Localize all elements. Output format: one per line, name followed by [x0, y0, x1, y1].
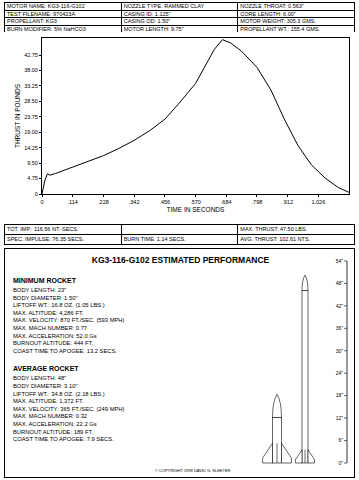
html-text:LIFTOFF WT.: 34.8 OZ. (2.18 LB: LIFTOFF WT.: 34.8 OZ. (2.18 LBS.): [13, 390, 105, 397]
html-text:MAX. ACCELERATION: 22.2 Gs: MAX. ACCELERATION: 22.2 Gs: [13, 420, 97, 427]
svg-text:0: 0: [40, 199, 43, 205]
svg-text:14.25: 14.25: [24, 145, 38, 151]
html-text:BURNOUT ALTITUDE: 189 FT.: BURNOUT ALTITUDE: 189 FT.: [13, 428, 93, 435]
html-text:NOZZLE THROAT: 0.563": NOZZLE THROAT: 0.563": [240, 3, 304, 9]
svg-text:.228: .228: [98, 199, 109, 205]
svg-text:6": 6": [338, 437, 343, 443]
svg-text:1.026: 1.026: [311, 199, 325, 205]
svg-text:48": 48": [336, 280, 344, 286]
svg-text:24": 24": [336, 370, 344, 376]
html-text:BURNOUT ALTITUDE: 444 FT.: BURNOUT ALTITUDE: 444 FT.: [13, 340, 93, 347]
html-text:BODY LENGTH: 48": BODY LENGTH: 48": [13, 375, 67, 382]
html-text:© COPYRIGHT 1998 DAVID G. SLEE: © COPYRIGHT 1998 DAVID G. SLEETER: [155, 468, 231, 473]
html-text:BODY DIAMETER: 3.10": BODY DIAMETER: 3.10": [13, 382, 78, 389]
html-text:BURN MODIFIER: 5% NaHCO3: BURN MODIFIER: 5% NaHCO3: [7, 25, 86, 32]
svg-text:18": 18": [336, 392, 344, 398]
svg-text:TIME IN SECONDS: TIME IN SECONDS: [167, 206, 225, 213]
html-text:BODY DIAMETER: 1.50": BODY DIAMETER: 1.50": [13, 294, 78, 301]
html-text:LIFTOFF WT.: 16.8 OZ. (1.05 LB: LIFTOFF WT.: 16.8 OZ. (1.05 LBS.): [13, 302, 105, 309]
svg-text:THRUST IN POUNDS: THRUST IN POUNDS: [14, 83, 21, 148]
html-text:COAST TIME TO APOGEE: 7.9 SECS: COAST TIME TO APOGEE: 7.9 SECS.: [13, 436, 114, 443]
html-text:MINIMUM ROCKET: MINIMUM ROCKET: [13, 277, 76, 284]
svg-text:42": 42": [336, 303, 344, 309]
html-text:PROPELLANT WT.: 155.4 GMS.: PROPELLANT WT.: 155.4 GMS.: [240, 25, 320, 32]
html-text:MAX. MACH NUMBER: 0.32: MAX. MACH NUMBER: 0.32: [13, 413, 88, 420]
svg-text:.456: .456: [159, 199, 170, 205]
html-text:TEST FILENAME: 970423A: TEST FILENAME: 970423A: [7, 10, 76, 17]
html-text:MAX. ALTITUDE: 4,286 FT.: MAX. ALTITUDE: 4,286 FT.: [13, 309, 84, 316]
svg-text:36": 36": [336, 325, 344, 331]
svg-text:28.50: 28.50: [24, 98, 38, 104]
html-text:CASING OD: 1.50": CASING OD: 1.50": [123, 18, 171, 24]
svg-text:12": 12": [336, 415, 344, 421]
svg-text:.684: .684: [221, 199, 232, 205]
svg-text:30": 30": [336, 348, 344, 354]
html-text:NOZZLE TYPE: RAMMED CLAY: NOZZLE TYPE: RAMMED CLAY: [123, 3, 205, 9]
html-text:CORE LENGTH: 6.00": CORE LENGTH: 6.00": [240, 10, 296, 17]
svg-text:38.00: 38.00: [24, 67, 38, 73]
svg-text:0: 0: [35, 191, 38, 197]
html-text:MAX. VELOCITY: 870 FT./SEC. (5: MAX. VELOCITY: 870 FT./SEC. (593 MPH): [13, 317, 125, 324]
svg-text:.912: .912: [282, 199, 293, 205]
svg-text:33.25: 33.25: [24, 83, 38, 89]
html-text:MOTOR LENGTH: 9.75": MOTOR LENGTH: 9.75": [123, 25, 184, 32]
html-text:COAST TIME TO APOGEE: 13.2 SEC: COAST TIME TO APOGEE: 13.2 SECS.: [13, 347, 117, 354]
html-text:KG3-116-G102 ESTIMATED PERFORM: KG3-116-G102 ESTIMATED PERFORMANCE: [91, 255, 270, 265]
html-text:BODY LENGTH: 23": BODY LENGTH: 23": [13, 287, 67, 293]
html-text:SPEC. IMPULSE: 76.35 SECS.: SPEC. IMPULSE: 76.35 SECS.: [7, 236, 84, 242]
html-text:MAX. THRUST: 47.50 LBS.: MAX. THRUST: 47.50 LBS.: [240, 226, 308, 232]
svg-text:42.75: 42.75: [24, 52, 38, 58]
html-text:MAX. MACH NUMBER: 0.77: MAX. MACH NUMBER: 0.77: [13, 325, 88, 331]
svg-text:.798: .798: [252, 199, 263, 205]
html-text:PROPELLANT: KG3: PROPELLANT: KG3: [7, 18, 57, 24]
html-text:MOTOR NAME: KG3-116-G102: MOTOR NAME: KG3-116-G102: [7, 3, 85, 9]
html-text:MAX. ALTITUDE: 1,372 FT.: MAX. ALTITUDE: 1,372 FT.: [13, 398, 84, 405]
svg-text:.570: .570: [190, 199, 201, 205]
html-text:MOTOR WEIGHT: 305.3 GMS.: MOTOR WEIGHT: 305.3 GMS.: [240, 18, 316, 24]
html-text:BURN TIME: 1.14 SECS.: BURN TIME: 1.14 SECS.: [123, 236, 186, 242]
svg-text:9.50: 9.50: [27, 160, 38, 166]
svg-text:54": 54": [336, 258, 344, 264]
html-text:CASING ID: 1.125": CASING ID: 1.125": [123, 10, 171, 17]
svg-text:.342: .342: [129, 199, 140, 205]
svg-text:23.75: 23.75: [24, 114, 38, 120]
svg-text:.114: .114: [68, 199, 78, 205]
html-text:AVERAGE ROCKET: AVERAGE ROCKET: [13, 365, 79, 373]
html-text:TOT. IMP.: 116.56 NT.-SECS.: TOT. IMP.: 116.56 NT.-SECS.: [7, 226, 79, 232]
svg-text:0": 0": [338, 460, 343, 466]
html-text:MAX. ACCELERATION: 52.0 Gs: MAX. ACCELERATION: 52.0 Gs: [13, 332, 97, 339]
svg-text:19.00: 19.00: [24, 129, 38, 135]
html-text:AVG. THRUST: 102.61 NTS.: AVG. THRUST: 102.61 NTS.: [240, 236, 311, 242]
html-text:MAX. VELOCITY: 365 FT./SEC. (2: MAX. VELOCITY: 365 FT./SEC. (249 MPH): [13, 405, 125, 412]
svg-text:4.75: 4.75: [27, 175, 38, 181]
